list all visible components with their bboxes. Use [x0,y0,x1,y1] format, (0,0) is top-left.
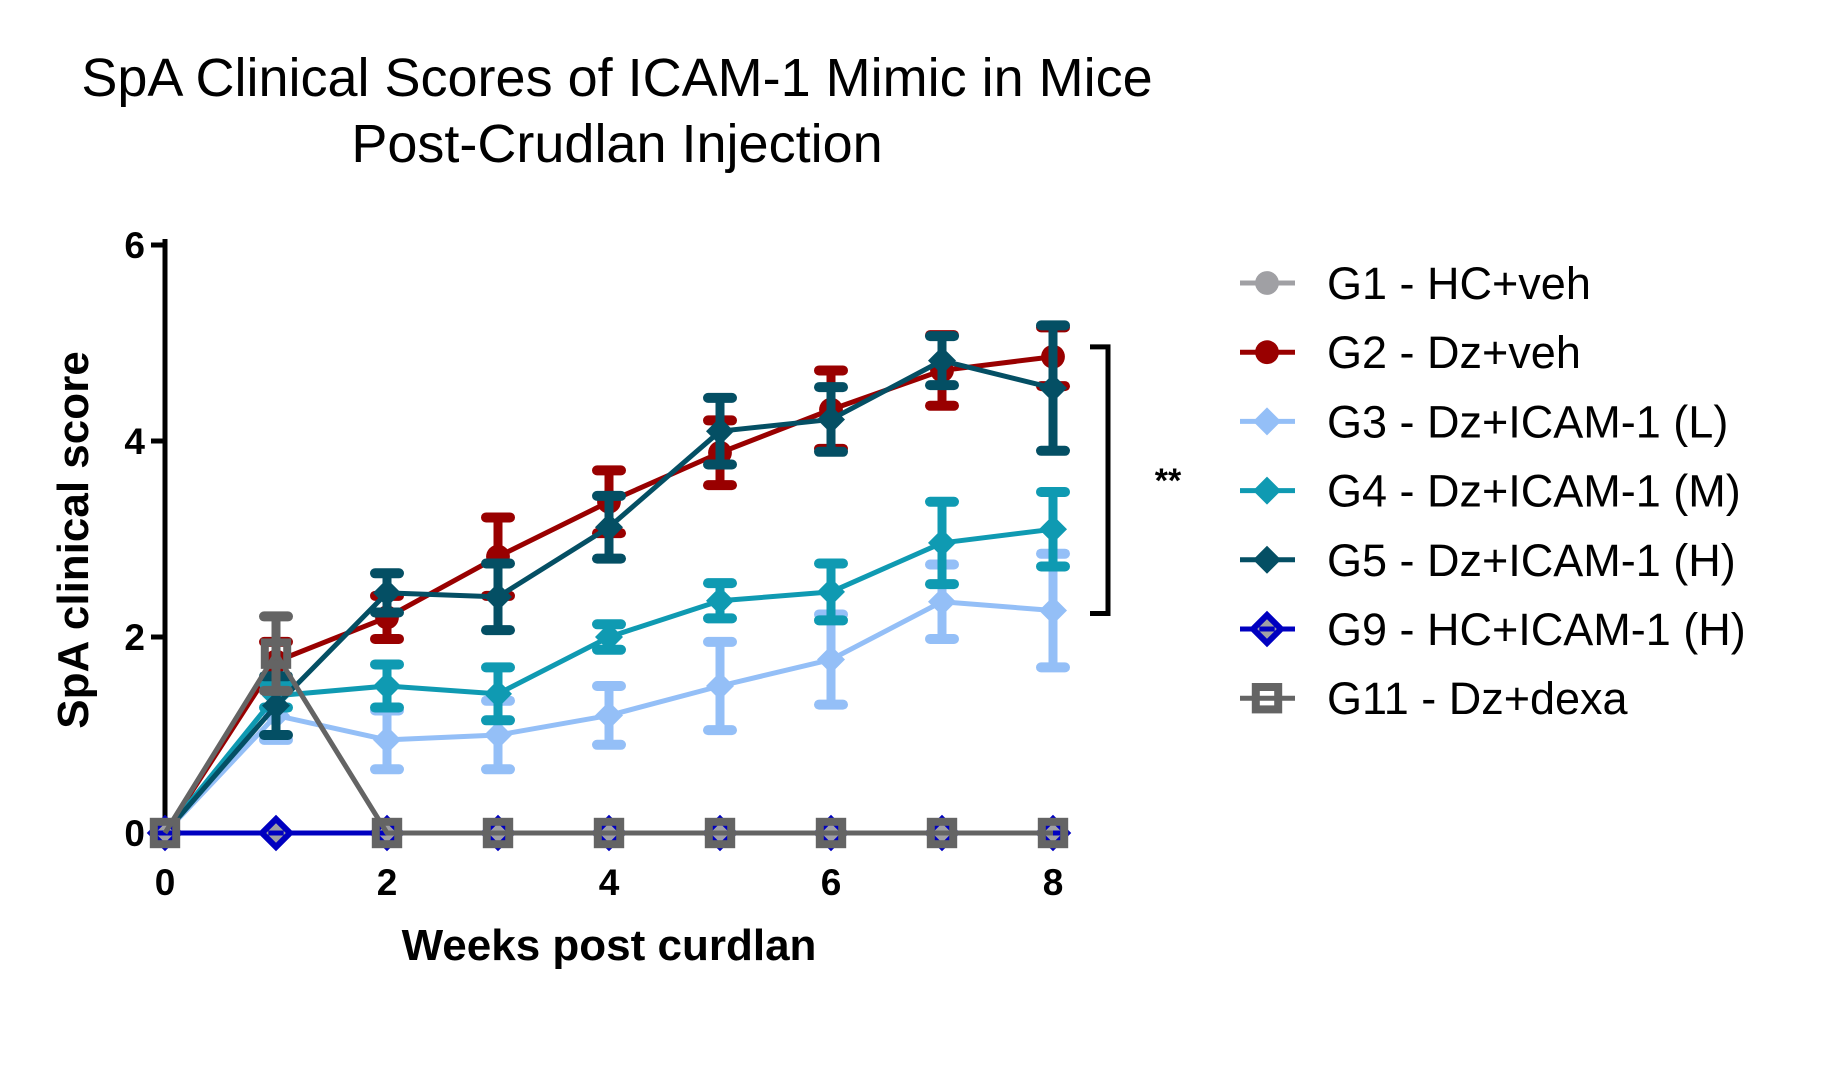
legend-marker-icon [1253,476,1281,505]
data-point [706,417,734,446]
data-point [371,817,403,849]
data-point [1039,515,1067,544]
data-point-shape [593,817,625,849]
axes: 0 2 4 6 0 2 4 6 8 [124,225,1063,903]
legend-label: G5 - Dz+ICAM-1 (H) [1327,535,1736,586]
title-line-2: Post-Crudlan Injection [351,114,882,174]
legend-marker-icon [1255,271,1279,295]
legend-marker-icon [1253,545,1281,574]
data-point-shape [926,817,958,849]
data-point-shape [482,817,514,849]
legend-label: G3 - Dz+ICAM-1 (L) [1327,396,1728,447]
data-point [149,817,181,849]
series-line [163,358,1054,835]
data-point [928,587,956,616]
data-point [595,513,623,542]
data-point-shape [260,638,292,669]
data-point-shape [815,817,847,849]
significance-bracket [1090,344,1111,616]
data-point [593,817,625,849]
data-point [815,817,847,849]
data-point [1037,817,1069,849]
title-line-1: SpA Clinical Scores of ICAM-1 Mimic in M… [81,48,1152,108]
data-point [373,725,401,754]
legend-item: G1 - HC+veh [1240,258,1591,309]
x-tick-label: 0 [155,862,176,903]
y-tick-label: 6 [124,225,145,266]
data-point [257,814,295,852]
legend-item: G4 - Dz+ICAM-1 (M) [1240,466,1741,517]
data-point [260,638,292,669]
significance-annotation: ** [1090,344,1182,616]
x-tick-label: 4 [599,862,620,903]
data-point-shape [149,817,181,849]
legend-item: G9 - HC+ICAM-1 (H) [1240,604,1746,655]
x-tick-label: 6 [821,862,842,903]
legend-item: G5 - Dz+ICAM-1 (H) [1240,535,1736,586]
data-point [928,346,956,375]
plot-series [146,320,1072,852]
legend-label: G1 - HC+veh [1327,258,1591,309]
data-point [262,691,290,720]
data-point-shape [371,817,403,849]
legend-item: G11 - Dz+dexa [1240,673,1629,724]
data-point [926,817,958,849]
y-tick-label: 4 [124,421,145,462]
series-line [162,354,1054,835]
legend-marker-icon [1248,610,1286,648]
data-point [817,577,845,606]
data-point [595,701,623,730]
data-point [373,672,401,700]
legend-marker-icon [1251,683,1283,714]
legend-item: G3 - Dz+ICAM-1 (L) [1240,396,1728,447]
legend-label: G11 - Dz+dexa [1327,673,1629,724]
data-point [704,817,736,849]
series-g11 [149,611,1069,849]
data-point [706,672,734,700]
data-point [373,578,401,607]
data-point [1039,596,1067,625]
x-axis-label: Weeks post curdlan [402,921,817,970]
y-tick-label: 0 [124,813,145,854]
chart-title: SpA Clinical Scores of ICAM-1 Mimic in M… [81,48,1152,174]
data-point-shape [1037,817,1069,849]
y-tick-label: 2 [124,617,145,658]
series-g3 [151,548,1070,847]
data-point [482,817,514,849]
legend: G1 - HC+veh G2 - Dz+veh G3 - Dz+ICAM-1 (L)… [1240,258,1746,724]
data-point [595,623,623,651]
series-line [162,651,1053,836]
x-tick-label: 8 [1043,862,1064,903]
legend-marker-icon-shape [1251,683,1283,714]
legend-item: G2 - Dz+veh [1240,327,1581,378]
legend-label: G4 - Dz+ICAM-1 (M) [1327,466,1741,517]
legend-marker-icon [1253,407,1281,436]
data-point [817,405,845,434]
data-point [484,582,512,611]
data-point [928,528,956,557]
legend-label: G2 - Dz+veh [1327,327,1581,378]
legend-marker-icon [1255,340,1279,365]
data-point [1039,374,1067,403]
significance-stars: ** [1155,462,1182,500]
data-point [706,586,734,615]
y-axis-label: SpA clinical score [49,351,98,728]
x-tick-label: 2 [377,862,398,903]
data-point-shape [704,817,736,849]
data-point [484,721,512,749]
data-point [484,679,512,708]
data-point [817,645,845,674]
legend-label: G9 - HC+ICAM-1 (H) [1327,604,1746,655]
